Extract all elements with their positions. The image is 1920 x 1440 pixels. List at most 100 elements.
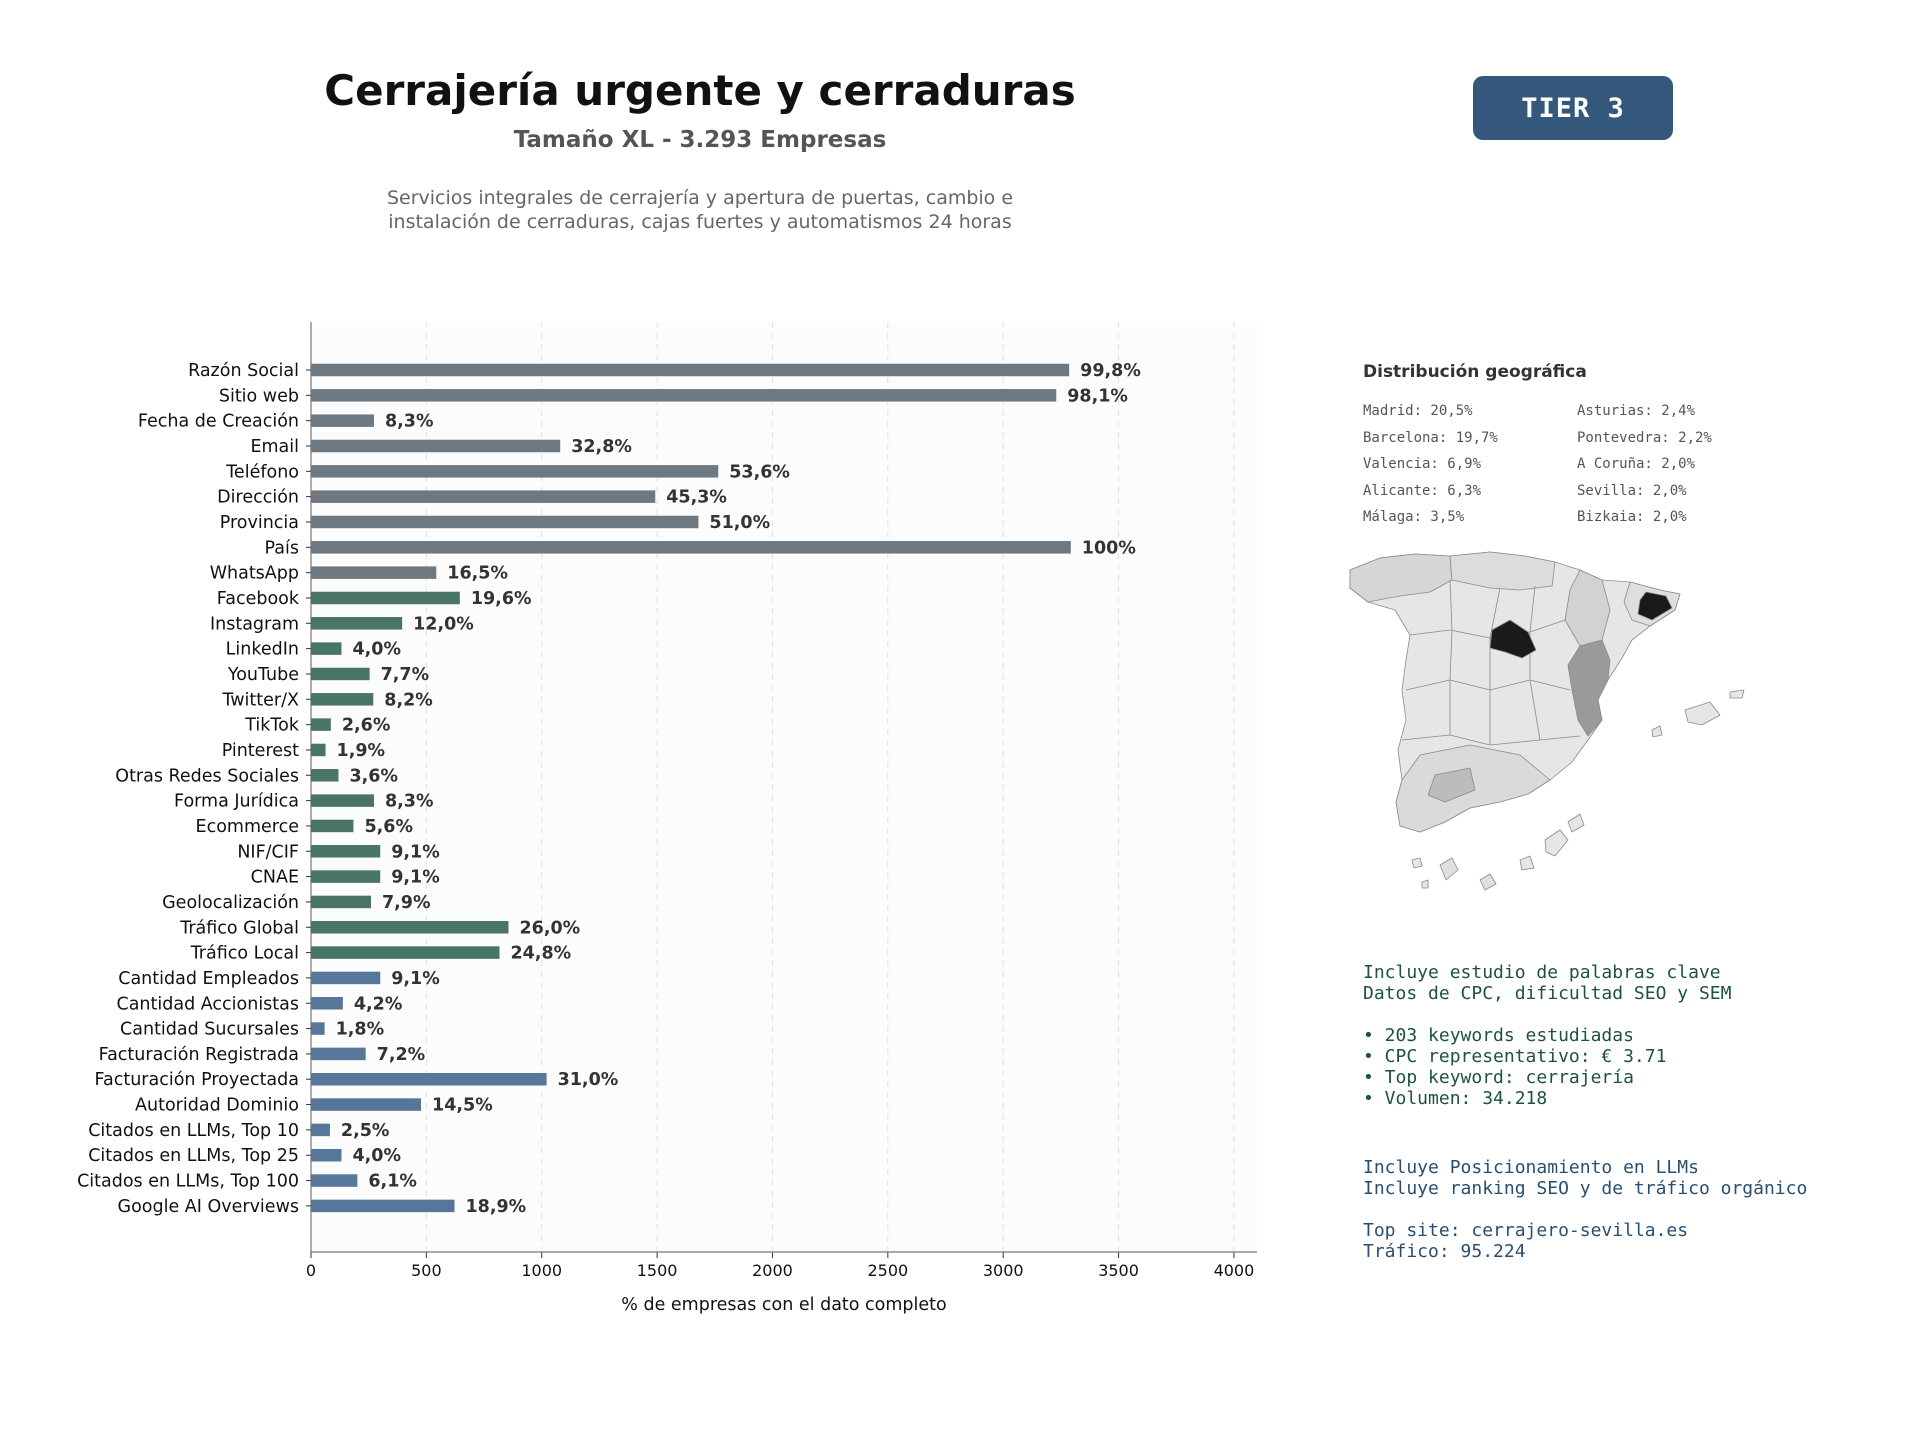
geo-list-left: Madrid: 20,5% Barcelona: 19,7% Valencia:… bbox=[1363, 398, 1498, 531]
bar bbox=[311, 845, 381, 858]
geo-list-right: Asturias: 2,4% Pontevedra: 2,2% A Coruña… bbox=[1577, 398, 1712, 531]
map-canary-7 bbox=[1421, 879, 1429, 889]
data-label: 26,0% bbox=[520, 918, 581, 938]
category-label: Geolocalización bbox=[162, 893, 299, 913]
data-label: 8,3% bbox=[385, 412, 434, 432]
category-label: País bbox=[265, 538, 299, 558]
bar bbox=[311, 1148, 342, 1162]
category-label: Citados en LLMs, Top 100 bbox=[77, 1172, 299, 1192]
bar bbox=[311, 591, 460, 605]
data-label: 8,2% bbox=[384, 690, 433, 710]
traffic: Tráfico: 95.224 bbox=[1363, 1241, 1526, 1262]
category-label: Citados en LLMs, Top 25 bbox=[88, 1146, 299, 1166]
data-label: 18,9% bbox=[466, 1197, 527, 1217]
map-malaga bbox=[1427, 767, 1476, 803]
data-label: 7,9% bbox=[382, 893, 431, 913]
geo-item: Madrid: 20,5% bbox=[1363, 403, 1473, 419]
bar bbox=[311, 515, 699, 529]
bar bbox=[311, 743, 326, 757]
x-tick-label: 3500 bbox=[1098, 1261, 1139, 1280]
map-menorca bbox=[1729, 689, 1745, 699]
geo-item: Valencia: 6,9% bbox=[1363, 456, 1482, 472]
category-label: Provincia bbox=[220, 513, 299, 533]
page-title: Cerrajería urgente y cerraduras bbox=[324, 66, 1076, 115]
category-label: Pinterest bbox=[222, 741, 299, 761]
data-label: 31,0% bbox=[558, 1070, 619, 1090]
map-ibiza bbox=[1651, 725, 1663, 738]
category-label: Facebook bbox=[217, 589, 300, 609]
category-label: Razón Social bbox=[188, 361, 299, 381]
category-label: Citados en LLMs, Top 10 bbox=[88, 1121, 299, 1141]
data-label: 2,6% bbox=[342, 716, 391, 736]
bar bbox=[311, 769, 339, 782]
bar bbox=[311, 1047, 366, 1061]
geo-item: Asturias: 2,4% bbox=[1577, 403, 1696, 419]
data-label: 19,6% bbox=[471, 589, 532, 609]
map-barcelona bbox=[1637, 591, 1673, 621]
x-axis-label: % de empresas con el dato completo bbox=[621, 1295, 946, 1315]
category-label: Teléfono bbox=[225, 462, 299, 482]
geo-item: Pontevedra: 2,2% bbox=[1577, 429, 1712, 446]
bar bbox=[311, 1199, 455, 1213]
x-tick-label: 0 bbox=[306, 1261, 316, 1280]
category-label: Cantidad Sucursales bbox=[120, 1020, 299, 1040]
seo-bullet: • Volumen: 34.218 bbox=[1363, 1088, 1548, 1109]
data-label: 32,8% bbox=[571, 437, 632, 457]
seo-info: Incluye estudio de palabras clave Datos … bbox=[1363, 962, 1731, 1109]
data-label: 1,8% bbox=[336, 1020, 385, 1040]
seo-line: Incluye estudio de palabras clave bbox=[1363, 962, 1721, 983]
data-label: 6,1% bbox=[368, 1172, 417, 1192]
x-tick-label: 2000 bbox=[752, 1261, 793, 1280]
category-label: Google AI Overviews bbox=[118, 1197, 299, 1217]
category-label: CNAE bbox=[251, 868, 299, 888]
geo-item: A Coruña: 2,0% bbox=[1577, 456, 1696, 472]
category-label: Fecha de Creación bbox=[138, 412, 299, 432]
data-label: 5,6% bbox=[364, 817, 413, 837]
bar bbox=[311, 439, 561, 453]
category-label: NIF/CIF bbox=[237, 842, 299, 862]
map-mallorca bbox=[1684, 701, 1721, 726]
llm-line: Incluye Posicionamiento en LLMs bbox=[1363, 1157, 1699, 1178]
data-label: 8,3% bbox=[385, 792, 434, 812]
bar bbox=[311, 414, 374, 427]
bar bbox=[311, 1123, 330, 1137]
category-label: Email bbox=[250, 437, 299, 457]
data-label: 4,0% bbox=[352, 1146, 401, 1166]
top-site: Top site: cerrajero-sevilla.es bbox=[1363, 1220, 1689, 1241]
data-label: 98,1% bbox=[1067, 386, 1128, 406]
bar bbox=[311, 718, 331, 731]
category-label: Autoridad Dominio bbox=[135, 1096, 299, 1116]
bar bbox=[311, 870, 381, 883]
geo-item: Bizkaia: 2,0% bbox=[1577, 509, 1687, 525]
x-tick-label: 500 bbox=[411, 1261, 442, 1280]
map-canary-6 bbox=[1411, 857, 1423, 869]
category-label: LinkedIn bbox=[226, 640, 299, 660]
spain-map bbox=[1349, 551, 1745, 891]
description-line: instalación de cerraduras, cajas fuertes… bbox=[388, 211, 1012, 233]
category-label: WhatsApp bbox=[210, 564, 299, 584]
category-label: Cantidad Accionistas bbox=[116, 994, 299, 1014]
geo-item: Sevilla: 2,0% bbox=[1577, 482, 1687, 499]
category-label: YouTube bbox=[227, 665, 299, 685]
bar bbox=[311, 490, 656, 503]
category-label: Otras Redes Sociales bbox=[115, 766, 299, 786]
bar bbox=[311, 389, 1057, 402]
bar bbox=[311, 541, 1071, 554]
bar bbox=[311, 465, 719, 478]
llm-info: Incluye Posicionamiento en LLMs Incluye … bbox=[1363, 1157, 1807, 1262]
data-label: 4,0% bbox=[352, 640, 401, 660]
data-label: 100% bbox=[1082, 538, 1136, 558]
llm-line: Incluye ranking SEO y de tráfico orgánic… bbox=[1363, 1178, 1808, 1199]
data-label: 4,2% bbox=[354, 994, 403, 1014]
bar bbox=[311, 642, 342, 655]
data-label: 3,6% bbox=[349, 766, 398, 786]
data-label: 45,3% bbox=[666, 488, 727, 508]
data-label: 2,5% bbox=[341, 1121, 390, 1141]
category-label: Facturación Proyectada bbox=[95, 1070, 299, 1090]
bar bbox=[311, 363, 1070, 377]
data-label: 99,8% bbox=[1080, 361, 1141, 381]
map-canary-2 bbox=[1479, 873, 1497, 891]
data-label: 7,2% bbox=[377, 1045, 426, 1065]
category-label: Tráfico Global bbox=[179, 918, 299, 938]
geo-item: Málaga: 3,5% bbox=[1363, 509, 1465, 525]
